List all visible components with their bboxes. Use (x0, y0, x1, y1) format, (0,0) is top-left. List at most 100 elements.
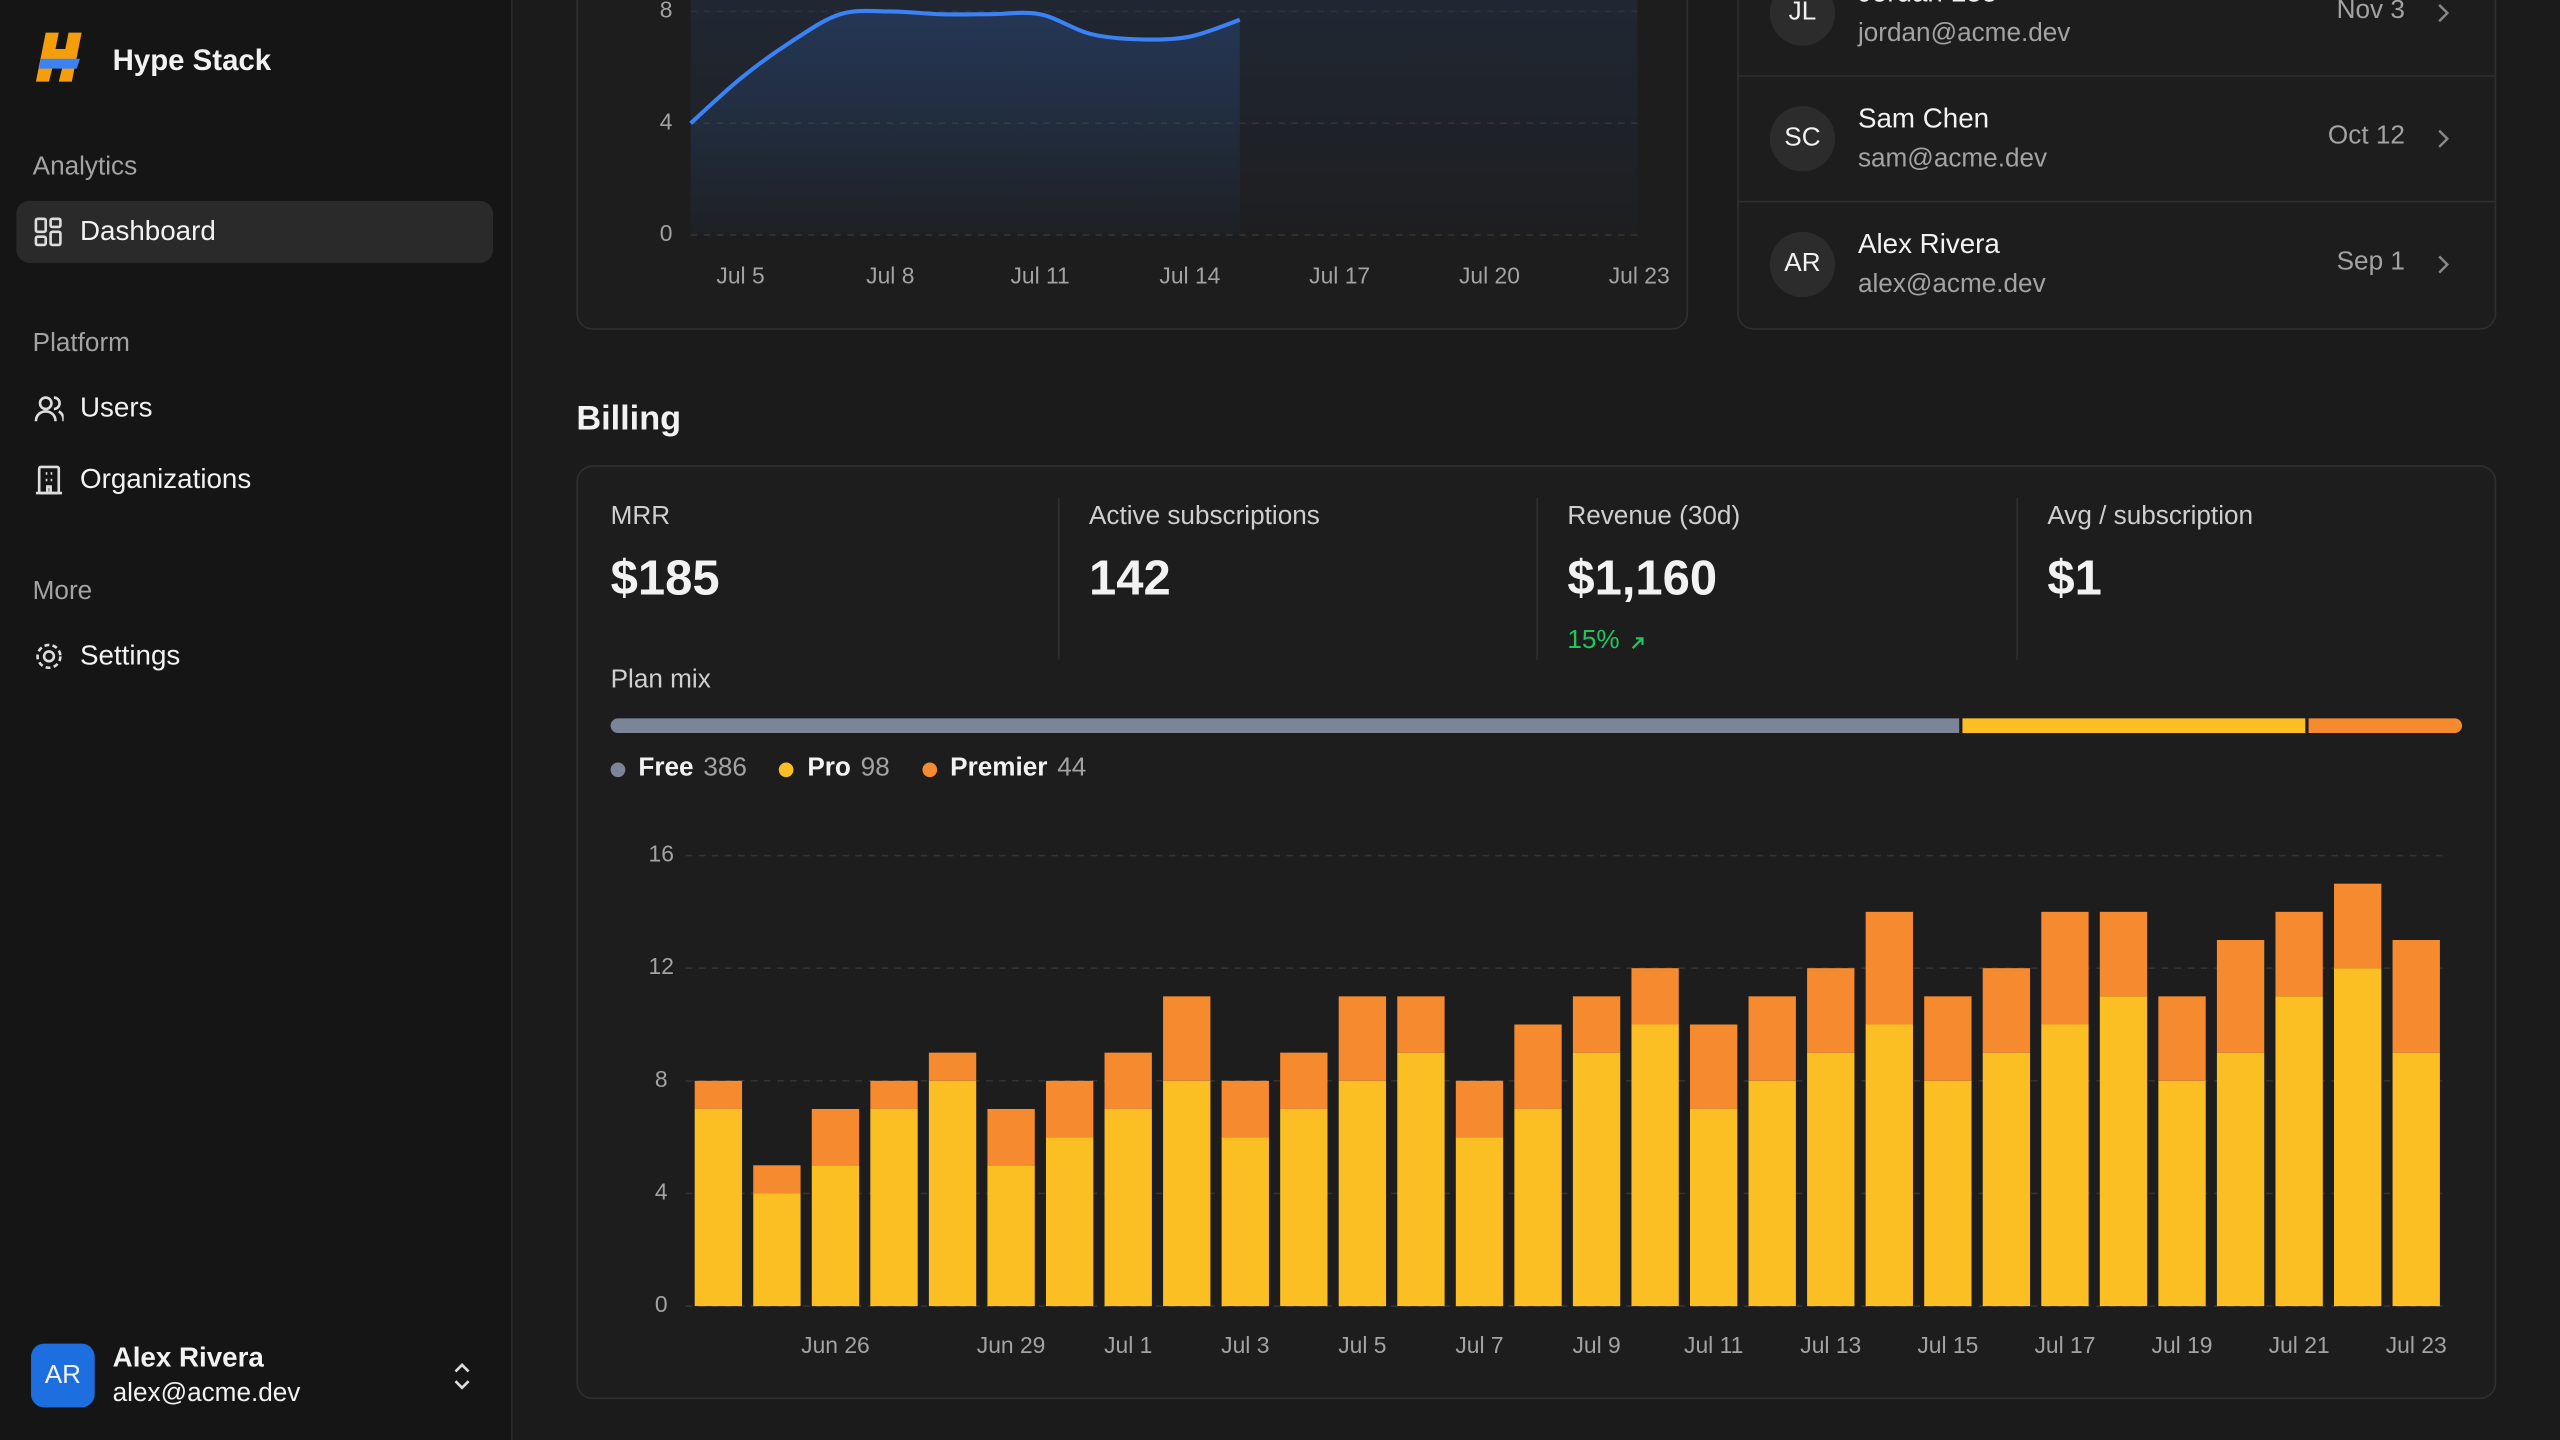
bar-segment (1572, 996, 1621, 1053)
stat-label: Avg / subscription (2047, 502, 2254, 531)
bar-segment (2334, 968, 2382, 1307)
user-email: sam@acme.dev (1857, 145, 2048, 174)
bar-segment (1631, 968, 1679, 1025)
x-tick-label: Jul 5 (1338, 1332, 1386, 1358)
x-tick-label: Jul 9 (1572, 1332, 1620, 1358)
chevrons[interactable] (451, 1362, 474, 1391)
x-tick-label: Jul 23 (1609, 263, 1670, 289)
bar-segment (2392, 1052, 2440, 1307)
bar-segment (1807, 1052, 1855, 1307)
bar-segment (1689, 1024, 1738, 1109)
bar-segment (1865, 911, 1913, 1025)
avatar: AR (31, 1343, 95, 1408)
y-tick-label: 12 (649, 953, 674, 979)
user-name: Alex Rivera (1857, 228, 2000, 260)
stat-label: Revenue (30d) (1567, 502, 1741, 531)
x-tick-label: Jul 20 (1459, 263, 1520, 289)
nav-item-active[interactable] (16, 200, 494, 263)
y-tick-label: 0 (655, 1291, 668, 1317)
icon (34, 217, 62, 247)
x-tick-label: Jun 29 (977, 1332, 1046, 1358)
stat-value: $1 (2047, 551, 2102, 606)
plan-segment (610, 718, 1960, 734)
legend-name: Free (638, 754, 694, 783)
legend-count: 98 (860, 754, 890, 783)
bar-segment (1397, 996, 1445, 1053)
bar-segment (1045, 1137, 1094, 1307)
bar-segment (1455, 1137, 1504, 1307)
avatar: SC (1769, 106, 1836, 172)
x-tick-label: Jun 26 (801, 1332, 870, 1358)
plan-segment (1962, 718, 2306, 734)
divider (1057, 497, 1060, 660)
bar-segment (1280, 1108, 1328, 1307)
bar-segment (1631, 1024, 1679, 1307)
x-tick-label: Jul 1 (1104, 1332, 1152, 1358)
nav-item[interactable]: Settings (80, 640, 181, 672)
divider (1536, 497, 1538, 660)
x-tick-label: Jul 19 (2152, 1332, 2213, 1358)
avatar: AR (1769, 231, 1836, 298)
nav-item[interactable]: Users (80, 391, 153, 423)
legend-count: 386 (703, 754, 747, 783)
arrow-icon (1631, 637, 1644, 649)
x-tick-label: Jul 14 (1159, 263, 1220, 289)
bar-segment (987, 1108, 1035, 1166)
section-title: Analytics (32, 153, 138, 182)
x-tick-label: Jul 13 (1800, 1332, 1861, 1358)
chevron[interactable] (2438, 129, 2450, 148)
stat-value: $1,160 (1567, 551, 1718, 606)
logo (35, 32, 82, 82)
bar-segment (1924, 996, 1972, 1081)
bar-segment (2275, 911, 2323, 997)
bar-segment (987, 1165, 1035, 1307)
bar-segment (928, 1080, 977, 1307)
bar-segment (2275, 996, 2323, 1307)
user-email: alex@acme.dev (1857, 271, 2046, 299)
bar-segment (1397, 1052, 1445, 1307)
bar-segment (870, 1080, 918, 1109)
bar-segment (811, 1108, 860, 1166)
legend-item: Free 386 (610, 754, 747, 783)
user-name: Jordan Lee (1858, 0, 1997, 10)
x-tick-label: Jul 15 (1917, 1332, 1978, 1358)
divider (1737, 200, 2495, 203)
stat-label: Active subscriptions (1088, 502, 1320, 531)
y-tick-label: 8 (655, 1066, 668, 1092)
bar-segment (1982, 1052, 2031, 1307)
x-tick-label: Jul 11 (1010, 263, 1069, 289)
plan-segment (2308, 718, 2463, 734)
legend-dot (610, 761, 626, 777)
bar-segment (1221, 1137, 1269, 1307)
nav-item[interactable]: Dashboard (80, 215, 216, 247)
y-tick-label: 4 (660, 108, 673, 134)
stat-label: MRR (610, 502, 671, 531)
plan-bar (610, 718, 2463, 734)
bar-segment (1689, 1108, 1738, 1307)
icon (34, 396, 64, 422)
bar-segment (1924, 1080, 1972, 1307)
legend-dot (922, 761, 938, 777)
bar-segment (2099, 911, 2148, 997)
legend-name: Premier (950, 754, 1048, 783)
bar-segment (1865, 1024, 1913, 1307)
user-email: jordan@acme.dev (1857, 19, 2071, 48)
x-tick-label: Jul 21 (2269, 1332, 2330, 1358)
stat-value: $185 (610, 551, 720, 606)
chevron[interactable] (2438, 4, 2450, 23)
bar-segment (2099, 996, 2148, 1307)
section-title: Platform (32, 329, 130, 358)
bar-segment (811, 1165, 860, 1307)
chevron[interactable] (2438, 255, 2450, 274)
y-tick-label: 0 (660, 220, 673, 246)
user-email: alex@acme.dev (112, 1379, 301, 1408)
nav-item[interactable]: Organizations (80, 463, 252, 495)
y-tick-label: 16 (649, 841, 674, 867)
bar-segment (2041, 1024, 2089, 1307)
line (689, 8, 1241, 125)
user-name: Alex Rivera (112, 1342, 264, 1374)
bar-segment (1748, 996, 1796, 1081)
user-date: Oct 12 (2327, 122, 2405, 151)
